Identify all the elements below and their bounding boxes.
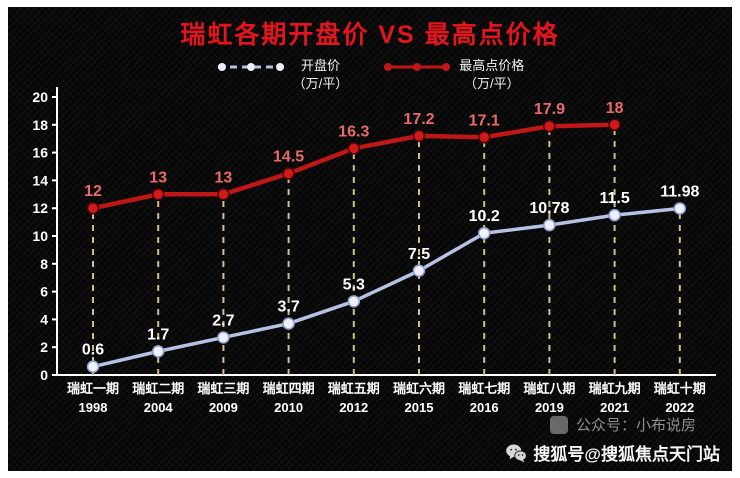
legend-line-sample (217, 63, 284, 71)
data-label: 11.5 (599, 190, 629, 207)
x-tick-year: 2019 (535, 400, 564, 415)
legend-line-sample (384, 63, 451, 71)
x-tick-year: 2009 (209, 400, 238, 415)
data-point (608, 208, 621, 222)
data-point (217, 331, 230, 344)
y-tick-label: 2 (40, 339, 48, 355)
data-point (86, 201, 100, 215)
y-tick-label: 14 (32, 172, 48, 188)
x-tick-label: 瑞虹六期 (393, 381, 445, 396)
legend-label: 最高点价格 （万/平） (459, 58, 525, 92)
y-tick-label: 4 (40, 311, 48, 327)
watermark-publisher-text: 公众号：小布说房 (575, 417, 696, 434)
data-point (282, 317, 295, 330)
chart-title: 瑞虹各期开盘价 VS 最高点价格 (180, 21, 560, 49)
data-point (282, 167, 295, 180)
data-label: 3.7 (277, 299, 299, 316)
y-tick-label: 8 (40, 256, 48, 272)
data-point (86, 360, 100, 373)
legend-item-0: 开盘价 （万/平） (216, 57, 349, 93)
data-label: 11.98 (660, 183, 699, 200)
data-label: 17.9 (534, 101, 565, 118)
data-label: 10.78 (529, 200, 569, 217)
legend-item-1: 最高点价格 （万/平） (382, 57, 524, 93)
data-point (543, 218, 556, 232)
watermark-account: 搜狐号@搜狐焦点天门站 (505, 440, 720, 465)
x-tick-label: 瑞虹四期 (263, 381, 315, 396)
data-label: 12 (84, 183, 102, 200)
watermarks: 公众号：小布说房 搜狐号@搜狐焦点天门站 (505, 414, 720, 465)
data-label: 14.5 (273, 148, 304, 165)
data-label: 13 (215, 169, 233, 186)
data-point (608, 118, 621, 132)
chart-canvas: 瑞虹各期开盘价 VS 最高点价格 开盘价 （万/平） 最高点价格 （万/平） 0 2 4 6… (8, 7, 732, 471)
data-label: 17.1 (469, 112, 500, 129)
watermark-publisher: 公众号：小布说房 (549, 414, 696, 435)
watermark-account-text: 搜狐号@搜狐焦点天门站 (533, 445, 720, 464)
y-tick-label: 18 (32, 117, 48, 133)
data-point (477, 131, 491, 144)
data-label: 16.3 (338, 123, 369, 140)
x-tick-year: 2021 (600, 400, 629, 415)
line-chart: 0 2 4 6 8 10 12 14 16 18 20 0.6 1.7 2.7 3.7 5.3 7.5 10.2 1… (32, 87, 716, 415)
y-tick-label: 20 (32, 89, 48, 105)
x-tick-year: 2012 (339, 400, 368, 415)
x-tick-label: 瑞虹二期 (132, 381, 184, 396)
data-point (217, 188, 230, 201)
data-point (477, 226, 491, 240)
legend-label: 开盘价 （万/平） (292, 58, 349, 92)
x-tick-label: 瑞虹七期 (458, 381, 510, 396)
x-tick-label: 瑞虹八期 (523, 381, 575, 396)
x-tick-label: 瑞虹三期 (197, 381, 249, 396)
x-tick-year: 2022 (665, 400, 694, 415)
x-tick-year: 2015 (405, 400, 434, 415)
y-tick-label: 6 (40, 284, 48, 300)
wechat-icon (506, 444, 528, 463)
data-label: 0.6 (82, 342, 104, 359)
y-tick-label: 16 (32, 145, 48, 161)
data-point (543, 119, 556, 133)
data-label: 13 (149, 169, 167, 186)
data-point (412, 129, 426, 143)
data-label: 2.7 (212, 312, 234, 329)
rounded-square-logo-icon (549, 415, 568, 434)
x-tick-label: 瑞虹十期 (654, 381, 706, 396)
x-tick-year: 2016 (470, 400, 499, 415)
data-point (151, 188, 165, 201)
x-tick-year: 2010 (274, 400, 303, 415)
data-point (347, 295, 361, 308)
x-tick-label: 瑞虹九期 (589, 381, 641, 396)
data-point (412, 264, 426, 277)
x-tick-label: 瑞虹五期 (328, 381, 380, 396)
x-tick-year: 2004 (144, 400, 174, 415)
data-label: 5.3 (343, 276, 365, 293)
data-point (347, 142, 361, 155)
data-point (151, 345, 165, 358)
x-tick-year: 1998 (79, 400, 108, 415)
data-label: 17.2 (403, 111, 434, 128)
data-point (673, 202, 687, 215)
data-label: 7.5 (408, 246, 430, 263)
y-tick-label: 0 (40, 367, 48, 383)
series-line-0 (91, 206, 682, 369)
data-label: 1.7 (147, 326, 169, 343)
x-tick-label: 瑞虹一期 (67, 381, 119, 396)
data-label: 18 (606, 100, 624, 117)
chart-legend: 开盘价 （万/平） 最高点价格 （万/平） (8, 57, 732, 93)
data-label: 10.2 (469, 208, 500, 225)
y-tick-label: 12 (32, 200, 48, 216)
y-tick-label: 10 (32, 228, 48, 244)
